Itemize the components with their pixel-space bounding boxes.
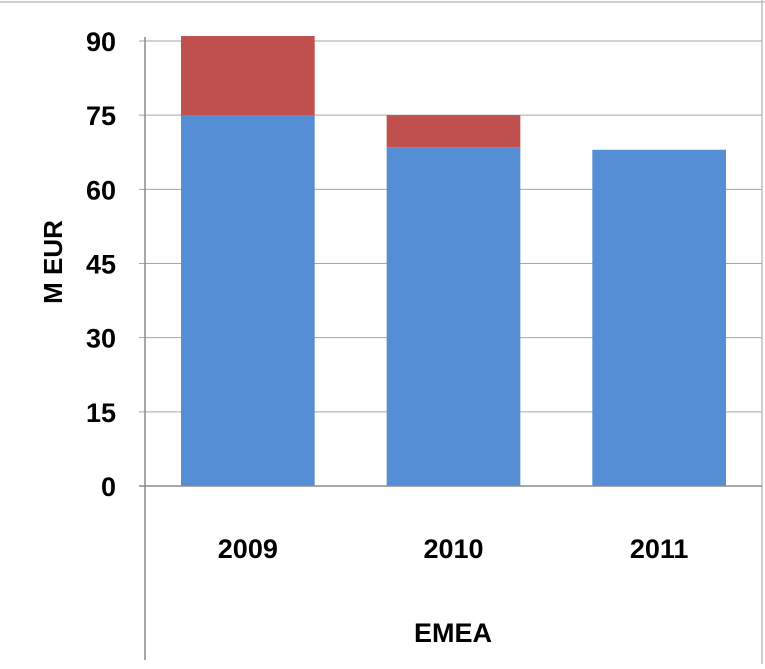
x-axis-title: EMEA bbox=[414, 618, 492, 648]
x-tick-label-2011: 2011 bbox=[630, 534, 689, 564]
tick-labels: 0 15 30 45 60 75 90 2009 2010 2011 bbox=[86, 27, 689, 564]
bars bbox=[180, 36, 727, 487]
y-tick-label: 30 bbox=[86, 324, 116, 354]
x-tick-label-2010: 2010 bbox=[423, 534, 483, 564]
y-tick-label: 75 bbox=[86, 101, 116, 131]
bar-segment-2010-series-1 bbox=[386, 147, 521, 487]
bar-segment-2009-series-2 bbox=[180, 36, 315, 116]
x-tick-label-2009: 2009 bbox=[218, 534, 278, 564]
y-tick-label: 60 bbox=[86, 175, 116, 205]
bar-segment-2011-series-1 bbox=[592, 149, 727, 486]
y-tick-label: 0 bbox=[101, 472, 116, 502]
bar-segment-2009-series-1 bbox=[180, 115, 315, 487]
y-tick-label: 90 bbox=[86, 27, 116, 57]
axes bbox=[139, 37, 762, 660]
bar-segment-2010-series-2 bbox=[386, 115, 521, 148]
y-axis-title: M EUR bbox=[38, 220, 68, 304]
y-tick-label: 45 bbox=[86, 250, 116, 280]
y-tick-label: 15 bbox=[86, 398, 116, 428]
